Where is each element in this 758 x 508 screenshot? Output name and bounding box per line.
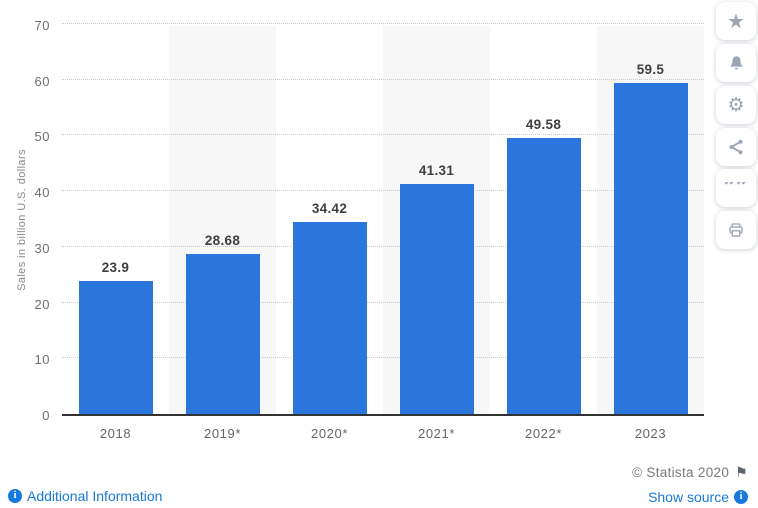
info-icon: [8, 489, 22, 503]
gear-icon: ⚙: [727, 93, 745, 116]
bar[interactable]: [292, 222, 367, 414]
y-tick-label: 10: [34, 352, 50, 368]
gridline: [62, 301, 704, 303]
info-icon: [734, 490, 748, 504]
y-axis-title: Sales in billion U.S. dollars: [16, 149, 28, 291]
y-tick-label: 50: [34, 129, 50, 145]
alerts-button[interactable]: [716, 44, 756, 82]
favorite-button[interactable]: ★: [716, 2, 756, 40]
bar-value-label: 23.9: [101, 259, 130, 275]
gridline: [62, 357, 704, 359]
print-button[interactable]: [716, 211, 756, 249]
settings-button[interactable]: ⚙: [716, 86, 756, 124]
gridline: [62, 134, 704, 136]
gridline: [62, 190, 704, 192]
additional-information-label: Additional Information: [27, 488, 163, 504]
share-button[interactable]: [716, 128, 756, 166]
quote-icon: ””: [724, 182, 748, 194]
bar[interactable]: [506, 137, 581, 414]
share-icon: [729, 139, 743, 155]
additional-information-link[interactable]: Additional Information: [8, 488, 162, 504]
y-tick-label: 70: [34, 18, 50, 33]
y-tick-label: 30: [34, 240, 50, 256]
x-tick-label: 2022*: [525, 426, 562, 441]
star-icon: ★: [727, 9, 745, 33]
copyright-text: © Statista 2020: [632, 465, 730, 480]
y-tick-label: 0: [42, 408, 50, 423]
bar[interactable]: [78, 280, 153, 414]
bar[interactable]: [399, 183, 474, 414]
flag-icon: ⚑: [735, 464, 748, 481]
show-source-label: Show source: [648, 489, 729, 505]
print-icon: [729, 223, 743, 237]
show-source-link[interactable]: Show source: [648, 489, 748, 505]
copyright-notice: © Statista 2020 ⚑: [632, 465, 748, 480]
bar-value-label: 34.42: [311, 201, 348, 217]
x-tick-label: 2021*: [418, 426, 455, 441]
gridline: [62, 245, 704, 247]
bar-value-label: 49.58: [525, 116, 562, 132]
x-tick-label: 2019*: [204, 426, 241, 441]
plot-area: 23.9 28.68 34.42 41.31 49.58 59.5: [62, 23, 704, 416]
y-tick-label: 20: [34, 296, 50, 312]
x-tick-label: 2018: [99, 426, 132, 441]
x-tick-label: 2020*: [311, 426, 348, 441]
gridline: [62, 23, 704, 24]
x-tick-label: 2023: [634, 426, 667, 441]
bar[interactable]: [185, 254, 260, 414]
bar-value-label: 59.5: [636, 61, 665, 77]
bar[interactable]: [613, 82, 688, 414]
y-tick-label: 40: [34, 185, 50, 201]
bell-icon: [729, 55, 743, 69]
bar-value-label: 28.68: [204, 233, 241, 249]
cite-button[interactable]: ””: [716, 169, 756, 207]
bar-value-label: 41.31: [418, 162, 455, 178]
gridline: [62, 78, 704, 80]
y-tick-label: 60: [34, 73, 50, 89]
